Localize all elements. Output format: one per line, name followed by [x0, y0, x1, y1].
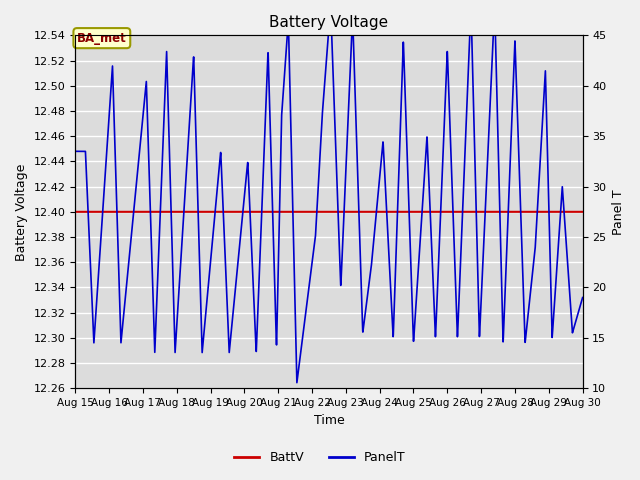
Y-axis label: Battery Voltage: Battery Voltage: [15, 163, 28, 261]
X-axis label: Time: Time: [314, 414, 344, 427]
Legend: BattV, PanelT: BattV, PanelT: [229, 446, 411, 469]
Text: BA_met: BA_met: [77, 32, 127, 45]
Title: Battery Voltage: Battery Voltage: [269, 15, 388, 30]
Y-axis label: Panel T: Panel T: [612, 189, 625, 235]
